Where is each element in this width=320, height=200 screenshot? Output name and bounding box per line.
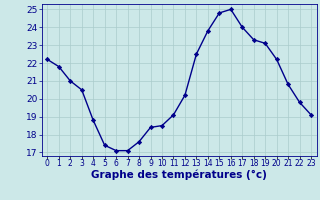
X-axis label: Graphe des températures (°c): Graphe des températures (°c) [91, 170, 267, 180]
